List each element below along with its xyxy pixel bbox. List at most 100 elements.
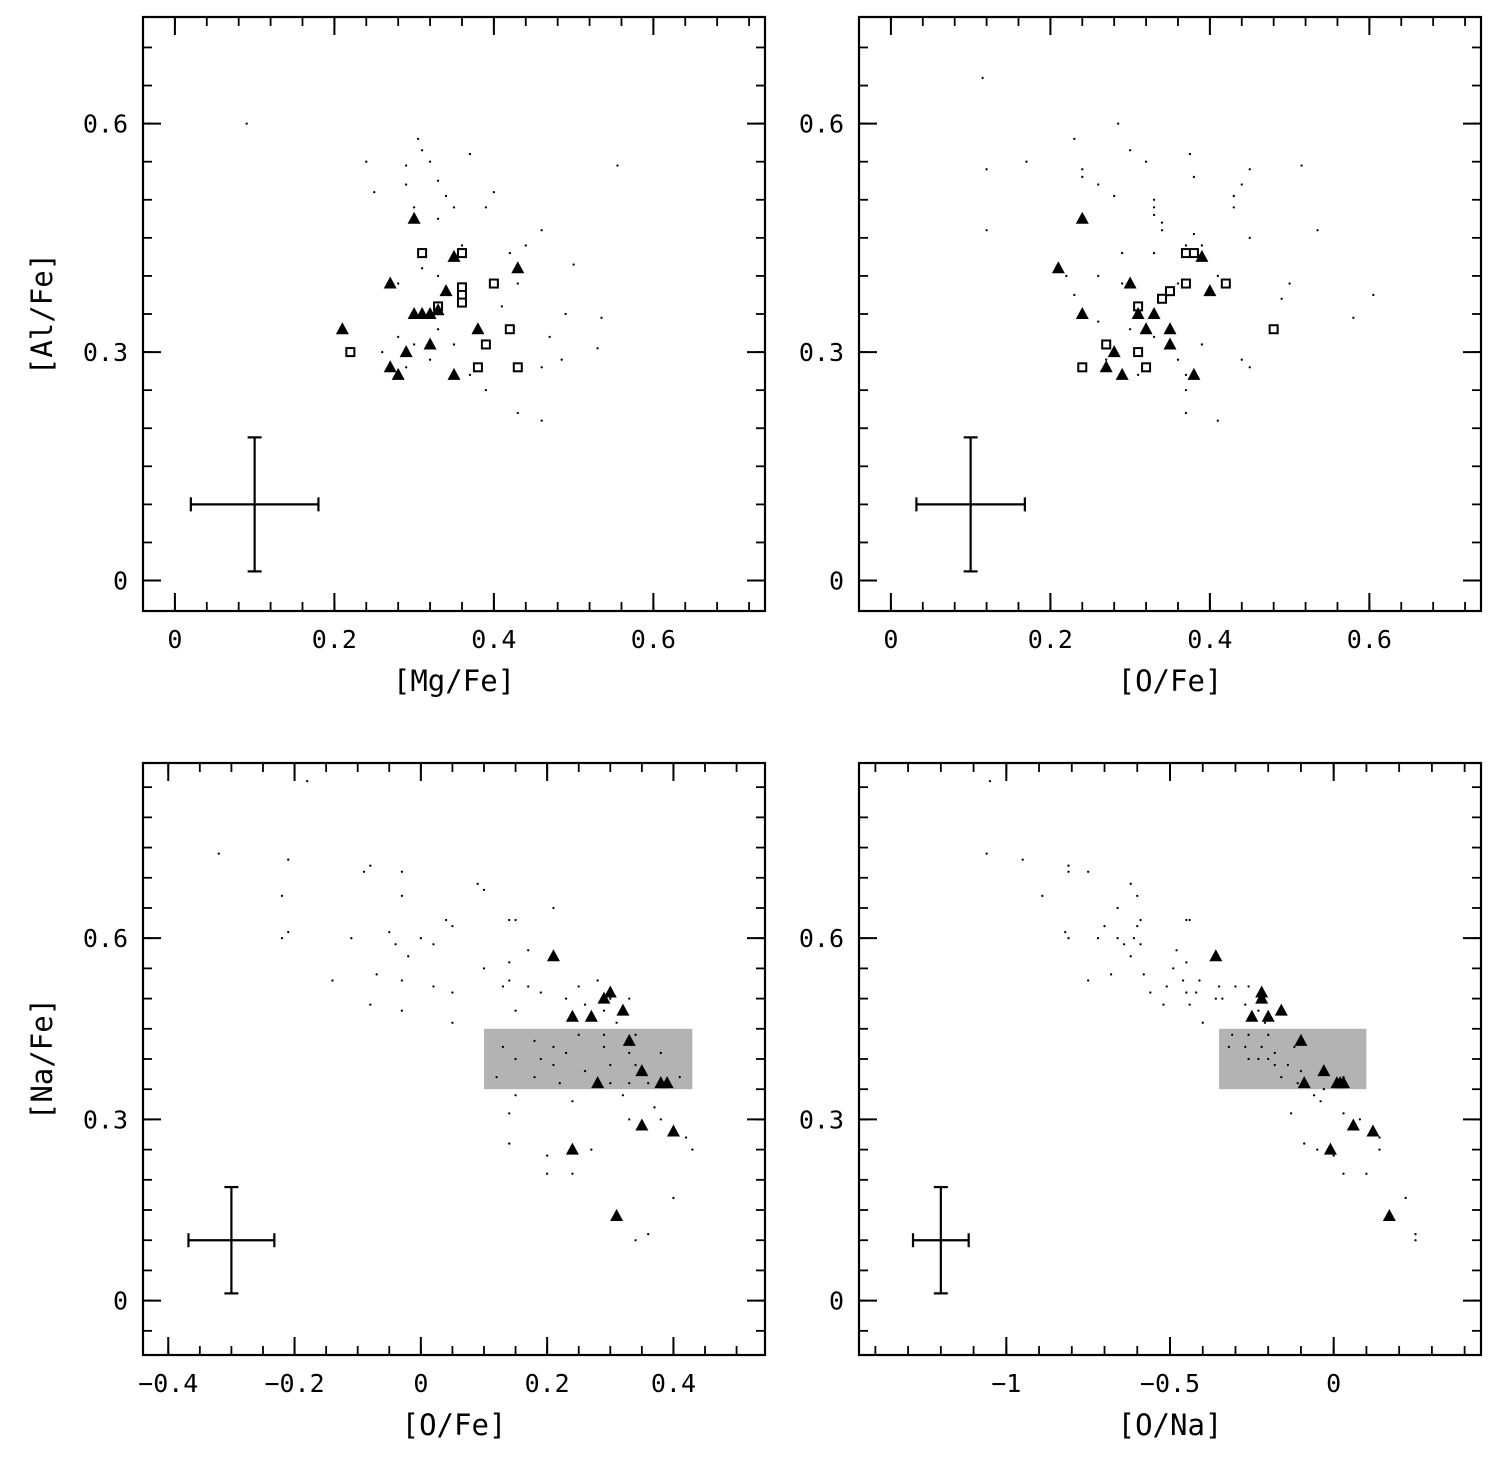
dot-point (1260, 1045, 1263, 1049)
x-tick-label: 0 (883, 625, 898, 654)
triangle-point (383, 276, 397, 289)
dot-point (1312, 1094, 1316, 1097)
triangle-point (391, 367, 405, 380)
triangle-point (423, 337, 437, 350)
dot-point (1117, 122, 1120, 125)
dot-point (1103, 924, 1106, 928)
dot-point (985, 852, 988, 855)
dot-point (436, 274, 440, 278)
dot-point (577, 1033, 580, 1036)
triangle-point (603, 985, 617, 998)
dot-point (609, 1063, 612, 1067)
triangle-point (471, 322, 485, 335)
shaded-box (1219, 1028, 1367, 1090)
dot-point (1227, 1045, 1231, 1049)
series-square (345, 248, 523, 373)
dot-point (1087, 870, 1090, 873)
dot-point (1073, 137, 1076, 140)
y-tick-label: 0.3 (799, 1105, 844, 1134)
dot-point (1267, 1057, 1270, 1061)
dot-point (1316, 1148, 1319, 1151)
dot-point (1378, 1136, 1381, 1139)
triangle-point (1075, 211, 1089, 224)
triangle-point (591, 1076, 605, 1089)
dot-point (1136, 924, 1139, 928)
dot-point (400, 894, 404, 898)
dot-point (452, 343, 456, 346)
dot-point (501, 985, 505, 988)
dot-point (1128, 149, 1132, 152)
y-tick-label: 0.3 (83, 1105, 128, 1134)
y-tick-label: 0.6 (799, 924, 844, 953)
dot-point (1414, 1239, 1417, 1242)
dot-point (1136, 373, 1140, 377)
dot-point (572, 263, 575, 266)
dot-point (1123, 943, 1126, 946)
dot-point (1149, 991, 1152, 994)
triangle-point (407, 211, 421, 224)
series-dot (217, 779, 694, 1242)
dot-point (1299, 1069, 1303, 1073)
plot-frame (141, 15, 767, 613)
y-tick-label: 0 (829, 1287, 844, 1316)
dot-point (369, 1003, 372, 1006)
x-tick-label: 0 (1326, 1369, 1341, 1398)
y-tick-label: 0 (113, 1287, 128, 1316)
x-tick-label: 0.2 (1028, 625, 1073, 654)
triangle-point (439, 284, 453, 297)
dot-point (1244, 1045, 1247, 1049)
dot-point (1097, 274, 1100, 278)
dot-point (1267, 1033, 1270, 1036)
dot-point (564, 997, 568, 1000)
dot-point (500, 305, 503, 308)
dot-point (628, 997, 631, 1000)
dot-point (428, 358, 432, 361)
dot-point (451, 1021, 454, 1024)
dot-point (1136, 894, 1139, 898)
dot-point (468, 373, 472, 377)
square-point (1188, 248, 1199, 259)
dot-point (691, 1148, 694, 1151)
x-tick-label: −0.4 (138, 1369, 198, 1398)
triangle-point (1195, 249, 1209, 262)
triangle-point (1115, 367, 1129, 380)
square-point (456, 297, 467, 308)
dot-point (1198, 979, 1201, 982)
panel-ofe-vs-nafe: −0.4 −0.2 0 0.2 0.4 0 0.3 0.6 [O/Fe] [Na/Fe] (25, 761, 767, 1442)
x-tick-label: 0.4 (651, 1369, 696, 1398)
square-point (1268, 324, 1279, 335)
dot-point (621, 1094, 625, 1097)
panel-mgfe-vs-alfe: 0 0.2 0.4 0.6 0 0.3 0.6 [Mg/Fe] [Al/Fe] (25, 15, 767, 698)
square-point (345, 347, 356, 358)
triangle-point (1163, 322, 1177, 335)
triangle-point (335, 322, 349, 335)
x-axis-label: [O/Fe] (1118, 664, 1223, 698)
dot-point (1139, 918, 1142, 922)
dot-point (1263, 1021, 1267, 1024)
dot-point (419, 937, 422, 940)
dot-point (540, 229, 543, 232)
dot-point (508, 1142, 511, 1145)
dot-point (1316, 229, 1319, 232)
dot-point (1105, 358, 1108, 361)
triangle-point (622, 1033, 636, 1046)
y-axis-label: [Na/Fe] (25, 998, 59, 1120)
triangle-point (1131, 307, 1145, 319)
dot-point (394, 943, 397, 946)
shaded-box (483, 1028, 693, 1090)
dot-point (280, 937, 284, 940)
dot-point (482, 967, 486, 970)
dot-point (501, 1045, 505, 1049)
dot-point (428, 160, 432, 163)
dot-point (397, 335, 400, 338)
dot-point (1188, 1003, 1191, 1006)
dot-point (1332, 1154, 1335, 1157)
dot-point (405, 183, 408, 186)
dot-point (1176, 358, 1180, 361)
dot-point (634, 1063, 637, 1067)
triangle-point (447, 249, 461, 262)
dot-point (600, 316, 603, 319)
dot-point (508, 251, 511, 255)
dot-point (331, 979, 334, 982)
dot-point (628, 1082, 631, 1085)
